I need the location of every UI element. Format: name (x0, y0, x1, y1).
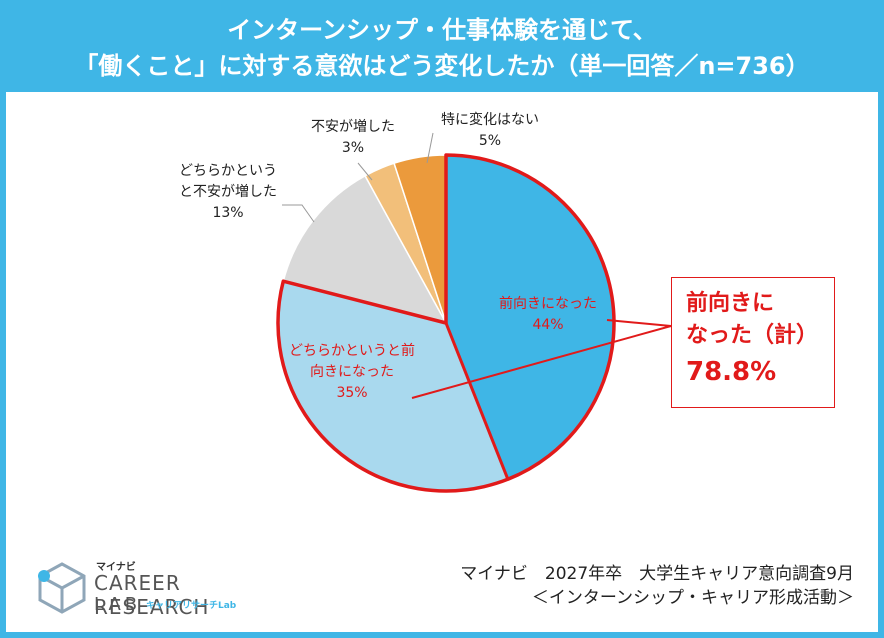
positive-total-callout: 前向きに なった（計） 78.8% (671, 277, 835, 408)
slice-value-1: 44% (532, 317, 563, 333)
chart-title-line2: 「働くこと」に対する意欲はどう変化したか（単一回答／n=736） (74, 52, 810, 80)
slice-label-5: 特に変化はない 5% (441, 111, 539, 149)
slice-label-line: 前向きになった (499, 295, 597, 312)
career-research-lab-logo: マイナビ CAREER RESEARCH LAB キャリアリサーチLab (34, 556, 274, 620)
callout-pointer-2 (411, 325, 672, 399)
source-note: マイナビ 2027年卒 大学生キャリア意向調査9月 ＜インターンシップ・キャリア… (460, 562, 854, 610)
callout-line2: なった（計） (686, 323, 819, 348)
title-banner: インターンシップ・仕事体験を通じて、 「働くこと」に対する意欲はどう変化したか（… (6, 6, 878, 92)
chart-title-line1: インターンシップ・仕事体験を通じて、 (227, 16, 657, 44)
pie-slice-3 (282, 174, 448, 325)
source-line2: ＜インターンシップ・キャリア形成活動＞ (531, 588, 854, 608)
logo-brand-jp: キャリアリサーチLab (146, 601, 237, 611)
callout-pointer-1 (606, 319, 672, 327)
slice-label-line: と不安が増した (179, 184, 277, 200)
slice-label-line: 向きになった (310, 364, 394, 380)
leader-line-3 (282, 204, 315, 223)
leader-line-5 (426, 132, 434, 164)
slice-label-2: どちらかというと前向きになった 35% (289, 342, 415, 401)
leader-line-4 (357, 162, 373, 181)
logo-brand-main: CAREER RESEARCH (94, 571, 210, 619)
slice-label-line: 不安が増した (311, 119, 395, 135)
source-line1: マイナビ 2027年卒 大学生キャリア意向調査9月 (460, 564, 854, 584)
positive-slices-outline (276, 153, 616, 493)
slice-value-3: 13% (212, 205, 243, 221)
slice-label-line: 特に変化はない (441, 111, 539, 128)
slice-label-1: 前向きになった 44% (499, 295, 597, 333)
slice-value-4: 3% (342, 140, 364, 156)
positive-divider (444, 322, 510, 480)
logo-brand-small: マイナビ (96, 562, 136, 573)
slice-label-3: どちらかというと不安が増した 13% (179, 163, 277, 221)
slice-value-5: 5% (479, 133, 501, 149)
logo-brand-lab: LAB (94, 594, 142, 615)
callout-line1: 前向きに (686, 291, 775, 316)
slice-label-4: 不安が増した 3% (311, 119, 395, 156)
slice-value-2: 35% (336, 385, 367, 401)
logo-cube-icon (38, 562, 86, 614)
slice-label-line: どちらかというと前 (289, 342, 415, 359)
callout-value: 78.8% (686, 357, 777, 387)
slice-label-line: どちらかという (179, 163, 277, 179)
